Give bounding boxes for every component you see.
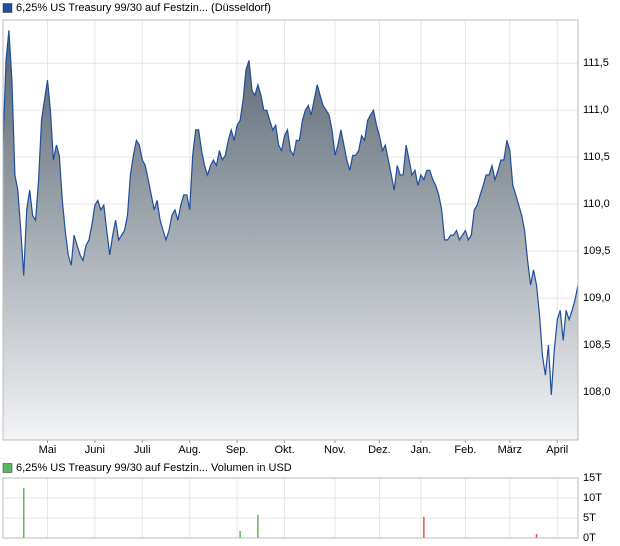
y-tick-label: 108,0 — [583, 386, 611, 398]
x-tick-label: März — [498, 444, 522, 456]
line — [2, 30, 579, 395]
y-tick-label: 15T — [583, 472, 602, 484]
y-tick-label: 111,0 — [583, 104, 609, 116]
legend-swatch — [2, 3, 13, 13]
x-tick-label: Aug. — [178, 444, 201, 456]
y-tick-label: 0T — [583, 532, 596, 544]
legend-label: 6,25% US Treasury 99/30 auf Festzin... V… — [16, 462, 292, 474]
plot-frame — [2, 19, 579, 441]
x-tick-label: Sep. — [226, 444, 249, 456]
y-tick-label: 111,5 — [583, 57, 609, 69]
area — [3, 30, 578, 441]
x-tick-label: Juli — [134, 444, 151, 456]
x-tick-label: Feb. — [454, 444, 476, 456]
y-tick-label: 110,5 — [583, 151, 610, 163]
bar — [239, 530, 241, 538]
x-tick-label: Dez. — [368, 444, 391, 456]
x-tick-label: Juni — [85, 444, 105, 456]
y-tick-label: 10T — [583, 492, 602, 504]
y-tick-label: 110,0 — [583, 198, 610, 210]
y-tick-label: 109,0 — [583, 292, 611, 304]
legend-label: 6,25% US Treasury 99/30 auf Festzin... (… — [16, 2, 271, 14]
x-tick-label: Mai — [39, 444, 57, 456]
bar — [22, 488, 25, 538]
y-tick-label: 5T — [583, 512, 596, 524]
y-tick-label: 109,5 — [583, 245, 611, 257]
x-tick-label: April — [546, 444, 568, 456]
bar — [257, 514, 259, 538]
bar — [535, 534, 538, 538]
legend-swatch — [2, 463, 13, 473]
x-tick-label: Okt. — [274, 444, 294, 456]
y-tick-label: 108,5 — [583, 339, 611, 351]
bar — [423, 516, 425, 538]
plot-frame — [2, 477, 579, 539]
x-tick-label: Jan. — [411, 444, 432, 456]
x-tick-label: Nov. — [324, 444, 346, 456]
